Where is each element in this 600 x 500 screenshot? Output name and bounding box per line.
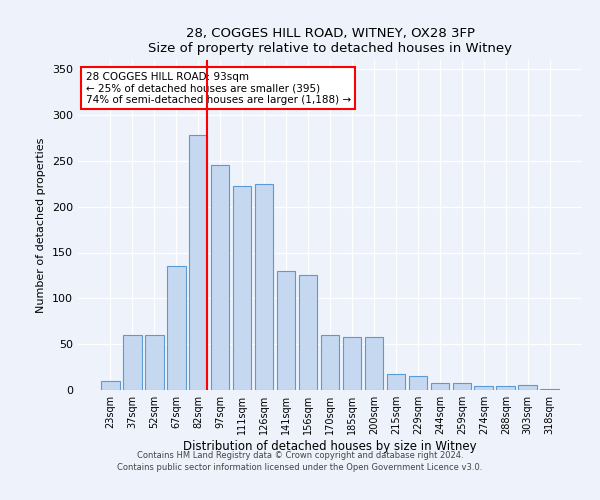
Bar xyxy=(320,335,340,390)
Text: Contains HM Land Registry data © Crown copyright and database right 2024.: Contains HM Land Registry data © Crown c… xyxy=(137,450,463,460)
Bar xyxy=(145,335,164,390)
Bar xyxy=(452,382,471,390)
Y-axis label: Number of detached properties: Number of detached properties xyxy=(37,138,46,312)
X-axis label: Distribution of detached houses by size in Witney: Distribution of detached houses by size … xyxy=(183,440,477,453)
Bar xyxy=(299,276,317,390)
Text: Contains public sector information licensed under the Open Government Licence v3: Contains public sector information licen… xyxy=(118,463,482,472)
Bar xyxy=(189,135,208,390)
Title: 28, COGGES HILL ROAD, WITNEY, OX28 3FP
Size of property relative to detached hou: 28, COGGES HILL ROAD, WITNEY, OX28 3FP S… xyxy=(148,26,512,54)
Bar xyxy=(475,386,493,390)
Bar xyxy=(101,381,119,390)
Bar xyxy=(123,335,142,390)
Bar xyxy=(431,382,449,390)
Bar xyxy=(277,271,295,390)
Bar xyxy=(541,389,559,390)
Text: 28 COGGES HILL ROAD: 93sqm
← 25% of detached houses are smaller (395)
74% of sem: 28 COGGES HILL ROAD: 93sqm ← 25% of deta… xyxy=(86,72,350,105)
Bar xyxy=(233,186,251,390)
Bar xyxy=(255,184,274,390)
Bar xyxy=(518,384,537,390)
Bar xyxy=(409,376,427,390)
Bar xyxy=(386,374,405,390)
Bar xyxy=(343,337,361,390)
Bar xyxy=(167,266,185,390)
Bar xyxy=(496,386,515,390)
Bar xyxy=(211,166,229,390)
Bar xyxy=(365,337,383,390)
